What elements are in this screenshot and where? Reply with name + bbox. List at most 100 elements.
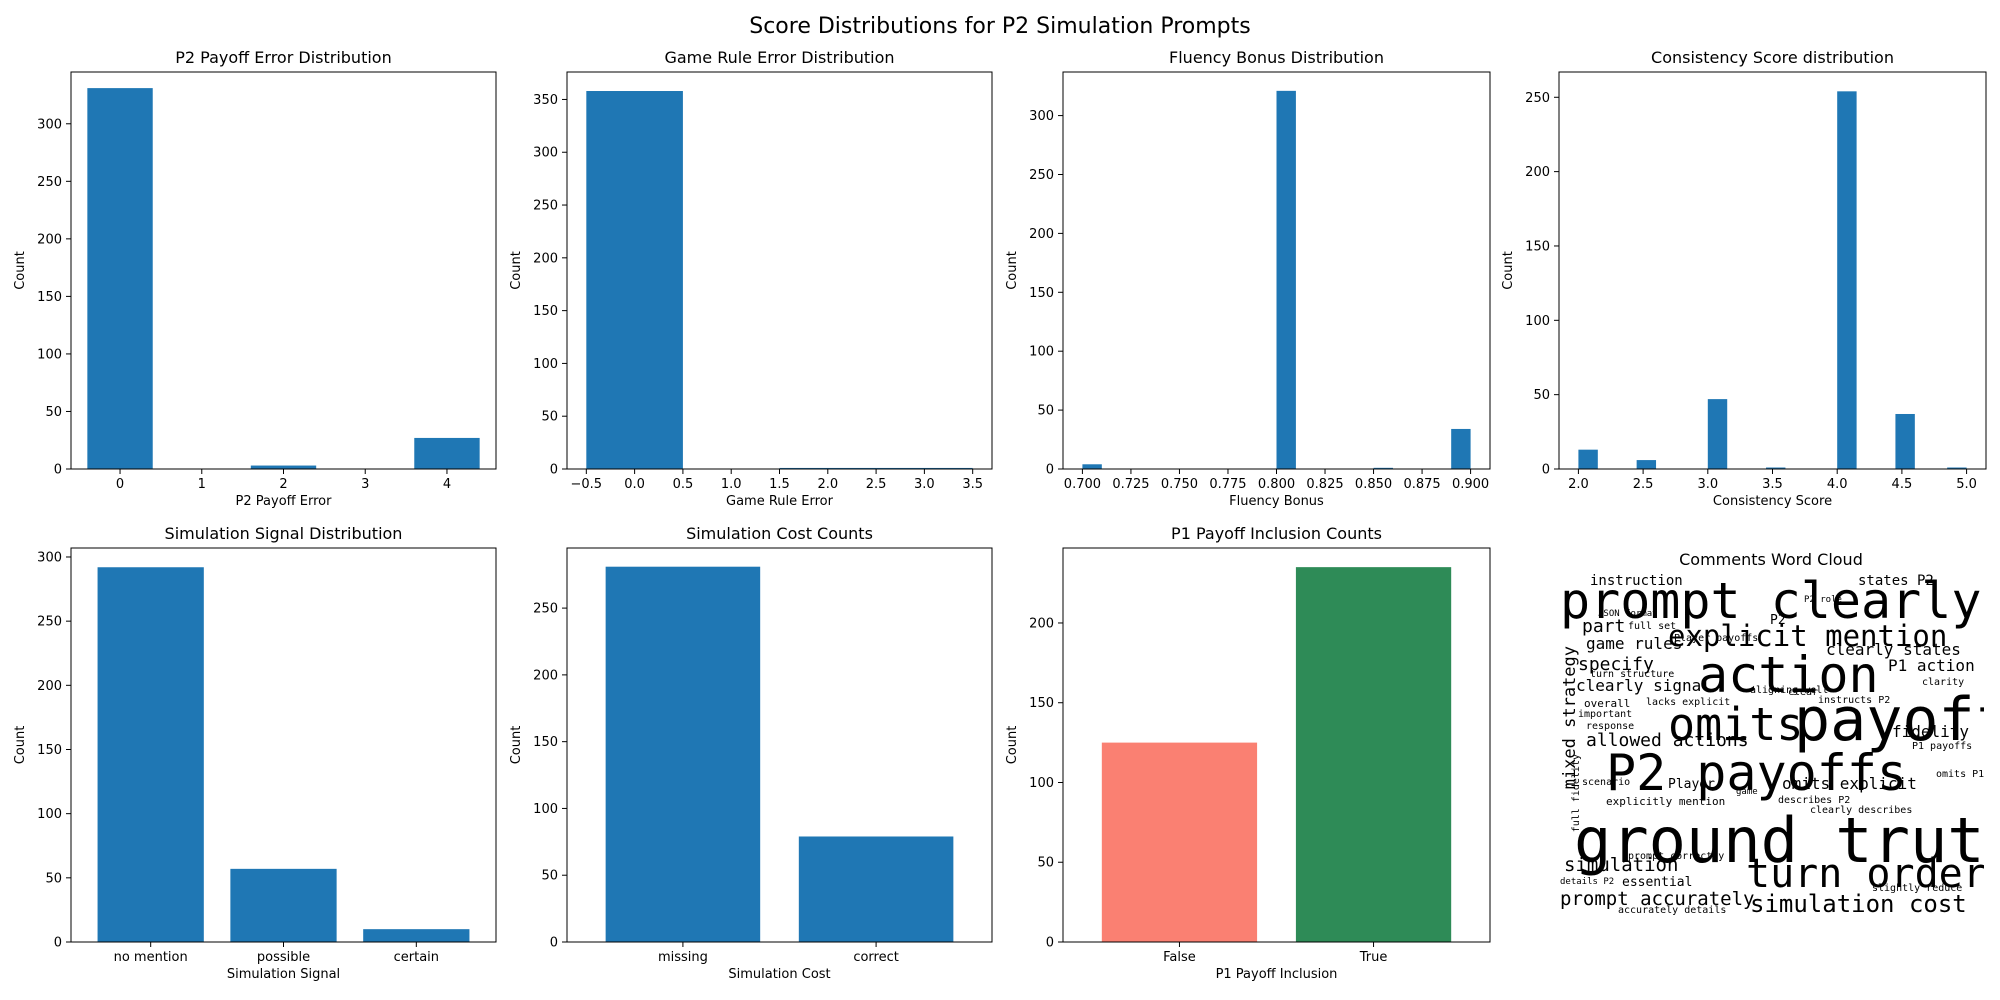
bar (779, 467, 877, 469)
x-tick-label: 3.5 (1762, 477, 1783, 492)
x-tick-label: 3 (361, 477, 369, 492)
plot-frame (70, 547, 497, 943)
x-axis-label: Consistency Score (1713, 494, 1832, 509)
x-tick-label: 0.875 (1403, 477, 1440, 492)
x-tick-label: True (1359, 950, 1388, 965)
y-tick-label: 300 (37, 117, 62, 132)
cloud-word: ground truth (1574, 804, 1984, 877)
chart-title: Simulation Cost Counts (686, 524, 873, 543)
bar (87, 88, 153, 470)
y-tick-label: 50 (45, 871, 62, 886)
cloud-word: simulation cost (1750, 890, 1967, 916)
y-tick-label: 300 (1029, 109, 1054, 124)
cloud-word: specify (1578, 654, 1654, 675)
cloud-word: full set (1628, 621, 1677, 632)
y-tick-label: 0 (550, 463, 558, 478)
cloud-word: accurately details (1618, 905, 1727, 916)
y-tick-label: 50 (45, 405, 62, 420)
x-tick-label: 1.0 (721, 477, 742, 492)
y-tick-label: 150 (1525, 239, 1550, 254)
x-tick-label: 2.0 (817, 477, 838, 492)
y-tick-label: 150 (533, 304, 558, 319)
bar (1295, 567, 1452, 942)
cloud-word: essential (1622, 875, 1693, 890)
y-tick-label: 200 (37, 232, 62, 247)
y-tick-label: 0 (1542, 463, 1550, 478)
y-tick-label: 100 (37, 807, 62, 822)
y-tick-label: 50 (1037, 404, 1054, 419)
bar (1082, 464, 1102, 469)
x-tick-label: 0.825 (1306, 477, 1343, 492)
x-tick-label: 4.0 (1827, 477, 1848, 492)
chart-title: P1 Payoff Inclusion Counts (1171, 524, 1382, 543)
bar (363, 929, 470, 942)
x-tick-label: 0.850 (1355, 477, 1392, 492)
x-tick-label: −0.5 (571, 477, 603, 492)
bar (250, 465, 317, 469)
y-tick-label: 300 (533, 146, 558, 161)
y-tick-label: 150 (1029, 286, 1054, 301)
bar (1276, 90, 1296, 469)
y-tick-label: 100 (1029, 345, 1054, 360)
x-axis-label: P2 Payoff Error (236, 494, 333, 509)
x-tick-label: no mention (114, 950, 188, 965)
bar (97, 567, 204, 942)
cloud-word: instructs P2 (1818, 695, 1891, 706)
y-tick-label: 250 (533, 602, 558, 617)
x-tick-label: 2 (279, 477, 287, 492)
y-axis-label: Count (509, 251, 524, 290)
plot-frame (1062, 547, 1491, 943)
x-axis-label: Fluency Bonus (1229, 494, 1324, 509)
bar (1578, 449, 1598, 469)
y-tick-label: 150 (37, 743, 62, 758)
y-tick-label: 200 (1029, 616, 1054, 631)
cloud-word: clearly describes (1810, 805, 1913, 816)
y-axis-label: Count (13, 726, 28, 765)
x-axis-label: Simulation Signal (227, 967, 340, 982)
wordcloud-title: Comments Word Cloud (1679, 550, 1863, 569)
x-tick-label: 0.900 (1452, 477, 1489, 492)
x-tick-label: 0.750 (1161, 477, 1198, 492)
plot-frame (1062, 71, 1491, 470)
x-tick-label: 0.5 (673, 477, 694, 492)
y-tick-label: 0 (1046, 463, 1054, 478)
chart-consistency-score: Consistency Score distribution 2.0 2.5 3.0 3… (1501, 48, 1987, 509)
y-tick-label: 0 (54, 463, 62, 478)
x-tick-label: possible (257, 950, 310, 965)
y-tick-label: 100 (1029, 776, 1054, 791)
x-tick-label: 2.0 (1568, 477, 1589, 492)
chart-game-rule-error: Game Rule Error Distribution −0.5 0.0 0.5 1.… (509, 48, 993, 509)
y-axis-label: Count (1005, 726, 1020, 765)
cloud-word: states P2 (1858, 574, 1934, 589)
x-tick-label: 0.800 (1258, 477, 1295, 492)
y-tick-label: 100 (533, 802, 558, 817)
x-tick-label: False (1163, 950, 1196, 965)
bar (1636, 460, 1657, 469)
y-tick-label: 250 (37, 175, 62, 190)
bar (586, 91, 683, 470)
cloud-word: turn structure (1590, 669, 1675, 680)
bar (414, 437, 480, 469)
chart-simulation-cost: Simulation Cost Counts missing correct 0 50 1… (509, 524, 993, 982)
cloud-word: payoff (1794, 685, 1984, 755)
y-tick-label: 50 (541, 869, 558, 884)
y-tick-label: 250 (1525, 91, 1550, 106)
y-tick-label: 100 (533, 357, 558, 372)
cloud-word: lacks explicit (1646, 697, 1731, 708)
cloud-word: P1 payoffs (1912, 741, 1973, 752)
y-axis-label: Count (1501, 251, 1516, 290)
x-axis-label: P1 Payoff Inclusion (1216, 967, 1338, 982)
bar (1947, 467, 1967, 469)
x-tick-label: 3.0 (1697, 477, 1718, 492)
plot-frame (566, 547, 993, 943)
cloud-word: full fidelity (1571, 754, 1582, 833)
chart-fluency-bonus: Fluency Bonus Distribution 0.700 0.725 0.75… (1005, 48, 1491, 509)
cloud-word: simulation (1564, 854, 1679, 876)
cloud-word: explicitly mention (1606, 795, 1726, 808)
cloud-word: clearly signal (1576, 676, 1711, 695)
cloud-word: prompt accurately (1560, 888, 1755, 910)
bar (605, 566, 761, 942)
plot-frame (1558, 71, 1987, 470)
y-tick-label: 50 (1533, 388, 1550, 403)
y-tick-label: 200 (37, 679, 62, 694)
